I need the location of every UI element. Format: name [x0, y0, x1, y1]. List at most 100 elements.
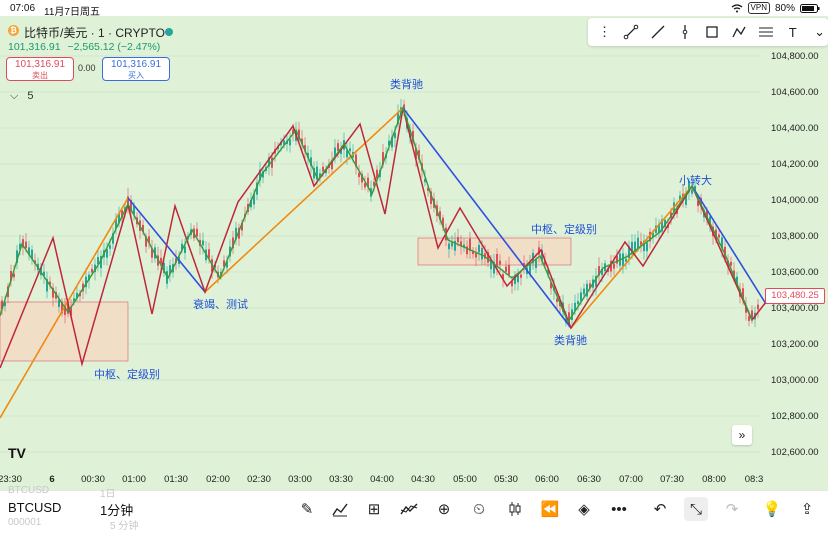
- undo-icon[interactable]: ↶: [653, 501, 667, 518]
- battery-icon: [800, 3, 820, 13]
- candles-icon[interactable]: [503, 497, 527, 521]
- price-axis[interactable]: [760, 44, 828, 470]
- pen-icon[interactable]: ✎: [300, 501, 314, 518]
- candle-body: [613, 263, 615, 269]
- candle-body: [346, 150, 348, 158]
- candle-body: [691, 189, 693, 194]
- time-tick-label: 07:30: [660, 474, 684, 485]
- candle-body: [46, 279, 48, 292]
- scroll-to-latest-icon[interactable]: »: [732, 425, 752, 445]
- candle-body: [316, 166, 318, 180]
- path-icon[interactable]: [730, 23, 747, 41]
- candle-body: [637, 237, 639, 249]
- candle-body: [676, 210, 678, 214]
- more-icon[interactable]: •••: [611, 500, 627, 518]
- candle-body: [142, 224, 144, 232]
- candle-body: [742, 288, 744, 300]
- time-tick-label: 00:30: [81, 474, 105, 485]
- collapse-icon[interactable]: ⤡: [684, 497, 708, 521]
- candle-body: [544, 260, 546, 265]
- candle-body: [376, 169, 378, 179]
- candle-body: [283, 140, 285, 145]
- symbol-title[interactable]: 比特币/美元 · 1 · CRYPTO: [24, 26, 165, 40]
- grid-icon[interactable]: ⊞: [367, 501, 381, 518]
- candle-body: [706, 210, 708, 219]
- time-tick-label: 02:00: [206, 474, 230, 485]
- candle-body: [28, 247, 30, 256]
- candle-body: [184, 246, 186, 253]
- candle-body: [310, 157, 312, 166]
- symbol-selector[interactable]: BTCUSD: [8, 500, 62, 515]
- candle-body: [679, 195, 681, 201]
- status-time: 07:06: [10, 3, 36, 14]
- candle-body: [589, 283, 591, 289]
- candle-body: [448, 243, 450, 250]
- chart-area[interactable]: 类背驰 中枢、定级别 衰竭、测试 中枢、定级别 类背驰 小转大 104,800.…: [0, 16, 828, 490]
- candle-body: [130, 200, 132, 212]
- price-chart[interactable]: 类背驰 中枢、定级别 衰竭、测试 中枢、定级别 类背驰 小转大 104,800.…: [0, 16, 828, 490]
- share-icon[interactable]: ⇪: [800, 501, 814, 518]
- candle-body: [577, 301, 579, 305]
- status-right: VPN 80%: [731, 2, 820, 14]
- layers-icon[interactable]: ◈: [578, 501, 590, 518]
- last-price: 101,316.91: [8, 41, 61, 53]
- candle-body: [586, 283, 588, 297]
- candle-body: [127, 196, 129, 207]
- buy-button[interactable]: 101,316.91 买入: [102, 57, 170, 81]
- indicator-icon[interactable]: [397, 497, 421, 521]
- candle-body: [580, 292, 582, 302]
- text-icon[interactable]: T: [788, 24, 797, 40]
- candle-body: [64, 304, 66, 315]
- candle-body: [616, 255, 618, 264]
- rewind-icon[interactable]: ⏪: [540, 501, 560, 518]
- alarm-icon[interactable]: ⏲: [473, 500, 485, 518]
- candle-body: [85, 276, 87, 288]
- candle-body: [100, 256, 102, 269]
- trend-line-icon[interactable]: [623, 23, 640, 41]
- candle-body: [13, 273, 15, 278]
- candle-body: [322, 166, 324, 172]
- redo-icon[interactable]: ↷: [725, 501, 739, 518]
- price-tick-label: 103,800.00: [771, 231, 819, 242]
- rectangle-icon[interactable]: [704, 23, 721, 41]
- candle-body: [202, 240, 204, 246]
- candle-body: [508, 264, 510, 275]
- candle-body: [112, 233, 114, 244]
- vertical-line-icon[interactable]: [677, 23, 694, 41]
- candle-body: [49, 281, 51, 285]
- candle-body: [10, 271, 12, 281]
- candle-body: [52, 287, 54, 298]
- more-drawing-icon[interactable]: ⌄: [814, 24, 826, 39]
- candle-body: [373, 181, 375, 186]
- line-icon[interactable]: [650, 23, 667, 41]
- fib-icon[interactable]: [757, 23, 774, 41]
- candle-body: [133, 205, 135, 215]
- candle-body: [94, 264, 96, 273]
- candle-body: [226, 261, 228, 268]
- time-tick-label: 06:30: [577, 474, 601, 485]
- candle-body: [106, 249, 108, 258]
- price-row: 101,316.91 −2,565.12 (−2.47%): [8, 41, 160, 53]
- drag-handle-icon[interactable]: ⋮: [597, 24, 611, 39]
- candle-body: [31, 249, 33, 260]
- indicators-toggle[interactable]: ⌵ 5: [10, 90, 34, 103]
- candle-body: [121, 210, 123, 219]
- add-icon[interactable]: ⊕: [437, 501, 451, 518]
- candle-body: [628, 246, 630, 259]
- candle-body: [325, 169, 327, 174]
- ghost-symbol-bottom: 000001: [8, 517, 42, 528]
- interval-selector[interactable]: 1分钟: [100, 503, 134, 518]
- candle-body: [289, 139, 291, 146]
- idea-icon[interactable]: 💡: [762, 501, 782, 518]
- candle-body: [523, 263, 525, 267]
- annotation-divergence-top: 类背驰: [390, 77, 423, 91]
- candle-body: [91, 268, 93, 273]
- candle-body: [751, 310, 753, 320]
- sell-button[interactable]: 101,316.91 卖出: [6, 57, 74, 81]
- candle-body: [601, 268, 603, 276]
- time-tick-label: 23:30: [0, 474, 22, 485]
- candle-body: [634, 241, 636, 253]
- time-tick-label: 01:00: [122, 474, 146, 485]
- chart-type-icon[interactable]: [328, 497, 352, 521]
- price-tick-label: 104,800.00: [771, 51, 819, 62]
